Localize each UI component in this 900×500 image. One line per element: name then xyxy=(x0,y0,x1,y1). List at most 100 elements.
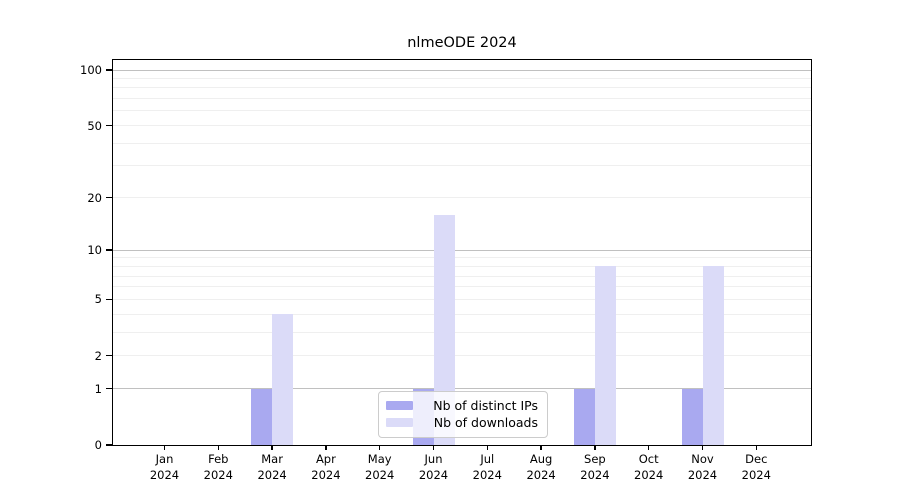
gridline-minor-3 xyxy=(113,331,811,333)
x-tick-dec xyxy=(755,445,758,450)
y-tick-label-10: 10 xyxy=(87,243,102,258)
x-tick-label-nov: Nov 2024 xyxy=(675,452,731,483)
y-tick-label-2: 2 xyxy=(94,348,102,363)
x-tick-year: 2024 xyxy=(257,467,287,482)
y-tick-label-5: 5 xyxy=(94,292,102,307)
y-tick-10 xyxy=(106,249,113,251)
bar-distinct-ips-nov xyxy=(681,388,703,445)
gridline-major-10 xyxy=(113,249,811,251)
gridline-minor-2 xyxy=(113,355,811,357)
y-tick-label-1: 1 xyxy=(94,381,102,396)
legend-item-downloads: Nb of downloads xyxy=(386,414,538,431)
x-tick-may xyxy=(378,445,381,450)
legend-label-distinct-ips: Nb of distinct IPs xyxy=(433,398,538,413)
x-tick-month: Jul xyxy=(480,452,495,466)
x-tick-year: 2024 xyxy=(472,467,502,482)
gridline-minor-5 xyxy=(113,298,811,300)
x-tick-year: 2024 xyxy=(741,467,771,482)
gridline-minor-40 xyxy=(113,142,811,144)
bar-distinct-ips-sep xyxy=(573,388,595,445)
x-tick-jul xyxy=(486,445,489,450)
x-tick-label-jul: Jul 2024 xyxy=(459,452,515,483)
x-tick-month: Nov xyxy=(691,452,714,466)
x-tick-label-feb: Feb 2024 xyxy=(190,452,246,483)
legend-label-downloads: Nb of downloads xyxy=(433,415,538,430)
legend-item-distinct-ips: Nb of distinct IPs xyxy=(386,397,538,414)
y-tick-label-100: 100 xyxy=(80,63,102,77)
x-tick-month: Dec xyxy=(745,452,768,466)
x-tick-year: 2024 xyxy=(687,467,718,482)
x-tick-jun xyxy=(432,445,435,450)
x-tick-label-aug: Aug 2024 xyxy=(513,452,569,483)
legend-swatch-distinct-ips xyxy=(386,401,413,410)
x-tick-month: Sep xyxy=(584,452,606,466)
x-tick-sep xyxy=(594,445,596,450)
bar-downloads-jun xyxy=(433,214,455,445)
x-tick-label-sep: Sep 2024 xyxy=(567,452,623,483)
x-tick-year: 2024 xyxy=(365,467,395,482)
x-tick-feb xyxy=(217,445,220,450)
gridline-minor-6 xyxy=(113,286,811,288)
y-tick-label-20: 20 xyxy=(87,190,102,205)
y-tick-5 xyxy=(106,298,113,301)
x-tick-year: 2024 xyxy=(634,467,664,482)
x-tick-label-dec: Dec 2024 xyxy=(728,452,784,483)
gridline-minor-7 xyxy=(113,275,811,277)
gridline-minor-9 xyxy=(113,257,811,259)
x-tick-year: 2024 xyxy=(526,467,556,482)
x-tick-month: Apr xyxy=(315,452,336,466)
legend: Nb of distinct IPs Nb of downloads xyxy=(378,391,548,438)
x-tick-aug xyxy=(540,445,542,450)
y-tick-label-0: 0 xyxy=(94,438,102,452)
x-tick-month: Jun xyxy=(424,452,443,466)
gridline-minor-80 xyxy=(113,87,811,89)
x-tick-oct xyxy=(647,445,650,450)
x-tick-mar xyxy=(271,445,273,450)
y-tick-2 xyxy=(106,354,113,357)
x-tick-nov xyxy=(701,445,704,450)
gridline-minor-70 xyxy=(113,98,811,100)
chart-title: nlmeODE 2024 xyxy=(407,35,517,51)
gridline-minor-4 xyxy=(113,313,811,315)
bar-downloads-mar xyxy=(272,314,294,445)
x-tick-year: 2024 xyxy=(311,467,341,482)
gridline-major-100 xyxy=(113,69,811,71)
x-tick-year: 2024 xyxy=(203,467,233,482)
y-tick-label-50: 50 xyxy=(87,118,102,133)
gridline-minor-60 xyxy=(113,110,811,112)
x-tick-month: Oct xyxy=(638,452,659,466)
x-tick-jan xyxy=(163,445,166,450)
gridline-minor-20 xyxy=(113,197,811,199)
x-tick-label-mar: Mar 2024 xyxy=(244,452,300,483)
x-tick-label-may: May 2024 xyxy=(352,452,408,483)
gridline-minor-50 xyxy=(113,125,811,127)
bar-downloads-nov xyxy=(702,266,724,445)
plot-area xyxy=(113,60,811,445)
bar-distinct-ips-mar xyxy=(251,388,273,445)
gridline-minor-8 xyxy=(113,265,811,267)
x-tick-month: Jan xyxy=(155,452,174,466)
y-tick-50 xyxy=(106,124,113,127)
x-tick-apr xyxy=(325,445,327,450)
bar-downloads-sep xyxy=(594,266,616,445)
x-tick-label-oct: Oct 2024 xyxy=(621,452,677,483)
x-tick-year: 2024 xyxy=(580,467,610,482)
x-tick-year: 2024 xyxy=(418,467,449,482)
x-tick-month: Aug xyxy=(529,452,553,466)
y-tick-0 xyxy=(106,444,113,446)
x-tick-label-jun: Jun 2024 xyxy=(406,452,462,483)
gridline-minor-90 xyxy=(113,77,811,79)
y-tick-100 xyxy=(106,69,113,71)
x-tick-label-apr: Apr 2024 xyxy=(298,452,354,483)
x-tick-month: May xyxy=(367,452,392,466)
y-tick-1 xyxy=(106,387,113,390)
x-tick-label-jan: Jan 2024 xyxy=(137,452,193,483)
y-tick-20 xyxy=(106,196,113,199)
gridline-major-1 xyxy=(113,388,811,390)
x-tick-month: Feb xyxy=(208,452,229,466)
x-tick-month: Mar xyxy=(261,452,283,466)
legend-swatch-downloads xyxy=(386,418,413,427)
gridline-minor-30 xyxy=(113,165,811,167)
x-tick-year: 2024 xyxy=(149,467,180,482)
